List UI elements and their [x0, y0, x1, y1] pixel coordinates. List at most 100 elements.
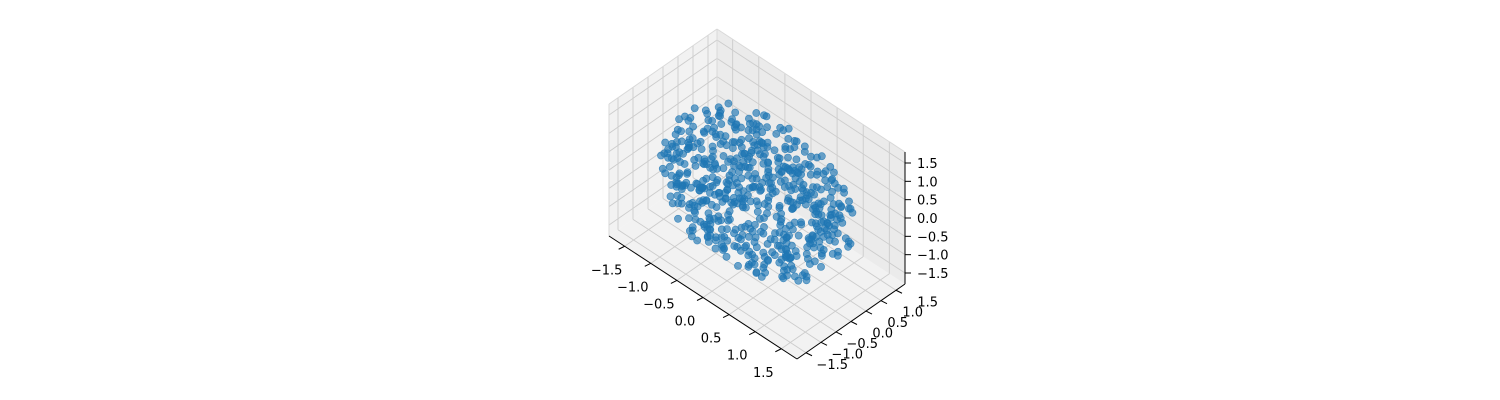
scatter-point: [708, 173, 717, 181]
scatter-point: [711, 244, 720, 253]
y-tick: [835, 331, 843, 336]
scatter-point: [748, 174, 757, 183]
scatter-points: [657, 99, 857, 285]
scatter-point: [696, 183, 704, 192]
scatter-point: [685, 143, 693, 152]
scatter-point: [700, 128, 709, 137]
x-tick: [644, 262, 652, 267]
scatter-point: [744, 126, 753, 135]
scatter-point: [845, 197, 853, 206]
scatter-point: [727, 118, 736, 126]
z-tick-label: 0.0: [917, 212, 938, 227]
scatter-point: [676, 158, 684, 166]
tick-labels: −1.5−1.0−0.50.00.51.01.5−1.5−1.0−0.50.00…: [591, 157, 949, 381]
scatter-point: [712, 203, 721, 211]
scatter-point: [722, 252, 731, 261]
scatter-point: [749, 182, 758, 191]
y-tick-label: 1.0: [902, 306, 923, 321]
scatter-point: [760, 111, 768, 120]
scatter-point: [752, 197, 761, 206]
scatter-point: [829, 200, 838, 209]
scatter-point: [745, 163, 754, 172]
z-grid-back: [716, 39, 906, 164]
x-tick: [670, 279, 678, 284]
y-tick: [880, 300, 888, 305]
z-tick-label: 1.5: [917, 157, 938, 172]
scatter-point: [775, 201, 784, 210]
scatter-point: [808, 232, 817, 241]
x-tick: [775, 348, 782, 353]
scatter-point: [745, 134, 753, 143]
z-tick-label: 1.0: [917, 175, 938, 190]
scatter-point: [817, 262, 825, 271]
scatter-point: [836, 214, 845, 223]
scatter-point: [697, 145, 706, 153]
scatter-point: [762, 173, 770, 182]
scatter-point: [690, 155, 699, 164]
scatter-point: [790, 136, 799, 145]
z-grid-left: [608, 149, 718, 226]
scatter-point: [792, 155, 801, 164]
scatter-point: [817, 152, 826, 161]
scatter-point: [786, 166, 794, 175]
scatter-point: [831, 237, 839, 246]
scatter-point: [727, 198, 736, 207]
y-tick-label: −1.0: [831, 347, 863, 362]
scatter-point: [761, 149, 769, 158]
scatter-point: [740, 194, 749, 203]
scatter-point: [828, 175, 837, 183]
scatter-point: [794, 276, 803, 285]
scatter-point: [774, 241, 782, 250]
scatter-point: [703, 233, 712, 242]
scatter-point: [844, 242, 852, 251]
scatter-point: [686, 114, 695, 122]
scatter-point: [737, 235, 745, 244]
scatter-point: [779, 274, 788, 283]
x-tick-label: 1.5: [753, 366, 774, 381]
y-tick-label: 0.0: [872, 327, 893, 342]
scatter-point: [770, 146, 779, 155]
scatter-point: [760, 252, 769, 261]
scatter-point: [714, 217, 723, 225]
scatter-point: [752, 130, 761, 139]
scatter-point: [719, 164, 728, 173]
x-tick-label: −0.5: [643, 297, 675, 312]
scatter-point: [723, 236, 732, 245]
scatter-point: [737, 174, 746, 183]
z-grid-back: [716, 76, 906, 201]
scatter-point: [696, 217, 705, 226]
scatter-point: [716, 112, 724, 121]
scatter-point: [740, 149, 748, 158]
scatter-point: [691, 208, 699, 217]
scatter-point: [744, 219, 753, 228]
scatter-point: [761, 268, 769, 277]
scatter-point: [826, 162, 835, 171]
scatter-point: [690, 104, 699, 113]
scatter-point: [730, 138, 739, 146]
scatter-point: [660, 149, 669, 158]
scatter-point: [821, 176, 830, 185]
scatter-point: [710, 123, 718, 132]
scatter-point: [742, 203, 750, 212]
scatter-point: [734, 261, 742, 270]
scatter-point: [796, 193, 805, 201]
scatter-point: [839, 184, 848, 193]
scatter-point: [683, 169, 691, 178]
scatter-point: [830, 225, 838, 234]
scatter-point: [848, 208, 857, 217]
x-tick-label: 0.0: [675, 315, 696, 330]
scatter-point: [705, 214, 714, 222]
scatter-point: [711, 130, 720, 138]
scatter-point: [789, 180, 798, 189]
scatter-point: [770, 251, 779, 259]
scatter-point: [730, 174, 739, 183]
scatter-point: [772, 129, 781, 138]
scatter-point: [674, 214, 682, 223]
scatter-point: [788, 265, 797, 273]
scatter-point: [714, 188, 723, 197]
scatter-point: [751, 220, 759, 229]
x-tick-label: −1.0: [617, 280, 649, 295]
scatter-point: [712, 236, 720, 245]
scatter-point: [781, 176, 789, 185]
scatter-point: [779, 236, 788, 244]
